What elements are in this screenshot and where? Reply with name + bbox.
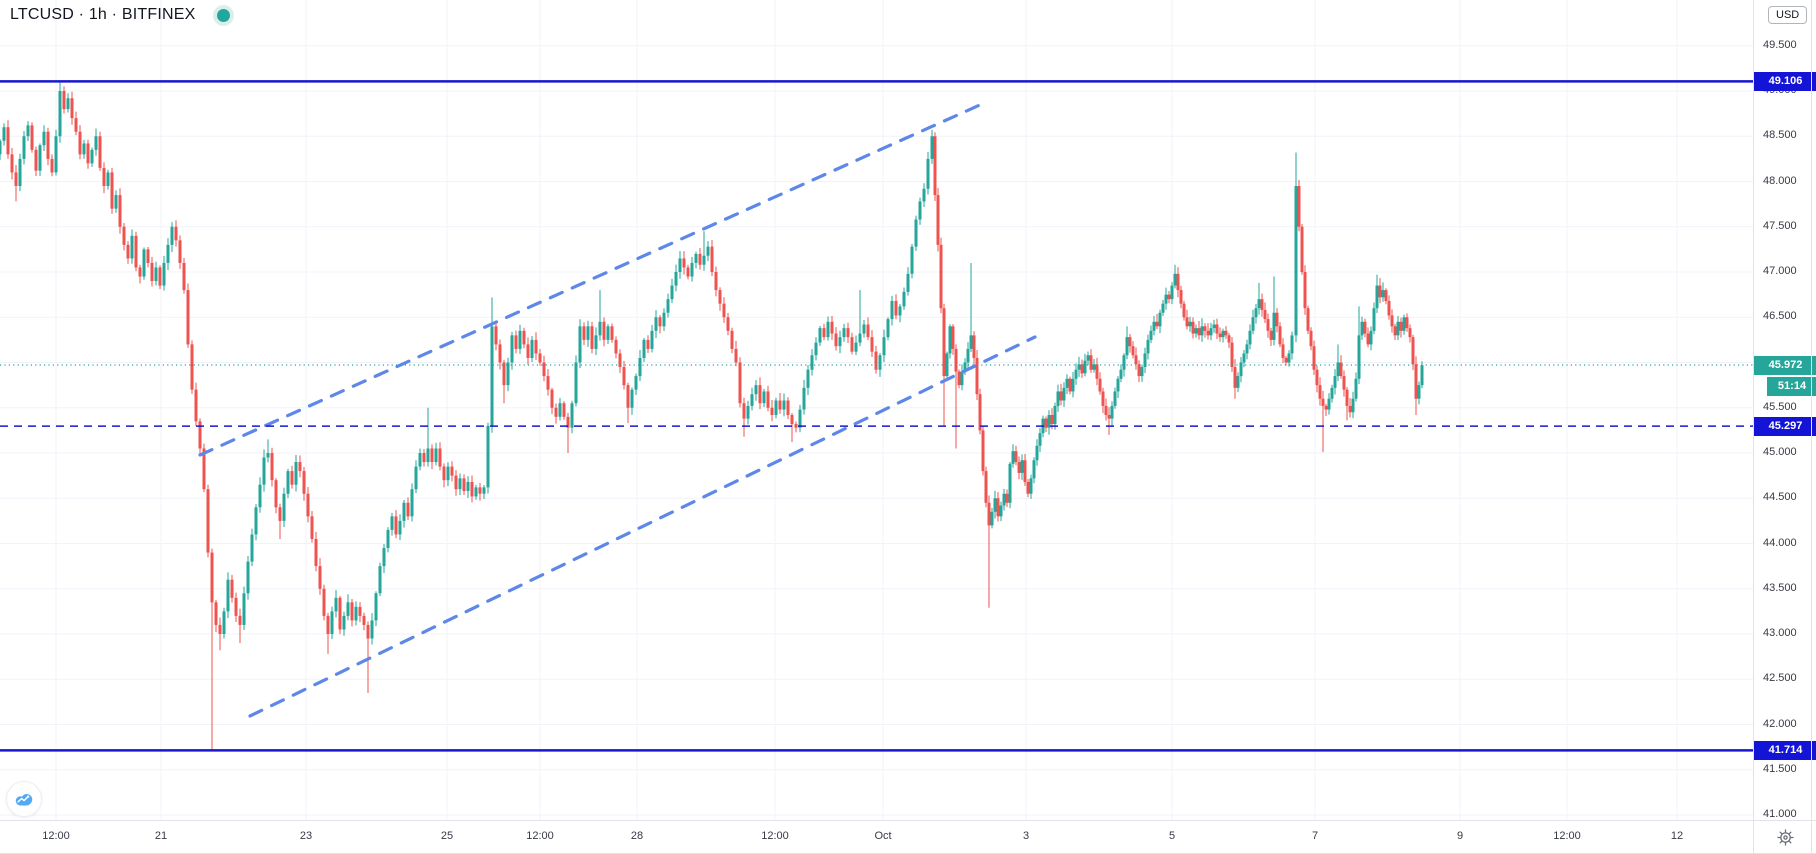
price-tag-45.972: 45.972 xyxy=(1754,355,1816,375)
axis-settings-corner xyxy=(1753,820,1816,853)
price-tick-label: 47.000 xyxy=(1763,265,1797,277)
candlestick-chart[interactable] xyxy=(0,0,1753,820)
price-tick-label: 45.000 xyxy=(1763,446,1797,458)
trendline-channel-upper[interactable] xyxy=(198,102,984,457)
price-tick-label: 47.500 xyxy=(1763,219,1797,232)
time-tick-label: 21 xyxy=(154,830,168,842)
time-tick-label: 5 xyxy=(1168,830,1176,842)
price-tag-49.106: 49.106 xyxy=(1754,71,1816,91)
gear-icon[interactable] xyxy=(1777,829,1794,846)
trendline-channel-lower[interactable] xyxy=(248,335,1037,718)
time-tick-label: 7 xyxy=(1311,830,1319,842)
symbol-title[interactable]: LTCUSD · 1h · BITFINEX xyxy=(10,6,196,23)
price-tick-label: 42.000 xyxy=(1763,717,1797,730)
price-axis[interactable]: USD 49.50049.00048.50048.00047.50047.000… xyxy=(1753,0,1816,820)
time-tick-label: 9 xyxy=(1456,830,1464,842)
time-tick-label: 12 xyxy=(1670,830,1684,842)
price-tick-label: 43.000 xyxy=(1763,627,1797,639)
currency-toggle-button[interactable]: USD xyxy=(1768,6,1808,24)
time-tick-label: 3 xyxy=(1022,830,1030,842)
bar-countdown-tag: 51:14 xyxy=(1767,377,1816,397)
time-tick-label: 12:00 xyxy=(761,830,789,842)
time-tick-label: 12:00 xyxy=(1553,830,1581,842)
price-tick-label: 44.000 xyxy=(1763,536,1797,549)
price-tick-label: 45.500 xyxy=(1763,400,1797,413)
cloud-chart-icon xyxy=(15,793,33,805)
price-tick-label: 41.500 xyxy=(1763,762,1797,775)
price-tick-label: 46.500 xyxy=(1763,310,1797,323)
price-tick-label: 42.500 xyxy=(1763,672,1797,685)
grid xyxy=(0,0,1753,820)
price-tick-label: 48.500 xyxy=(1763,129,1797,142)
time-tick-label: 28 xyxy=(630,830,644,842)
time-tick-label: 12:00 xyxy=(526,830,554,842)
time-tick-label: 23 xyxy=(299,830,313,842)
window-right-border xyxy=(1811,0,1812,853)
price-tick-label: 48.000 xyxy=(1763,174,1797,187)
time-tick-label: Oct xyxy=(874,830,892,842)
price-tick-label: 43.500 xyxy=(1763,581,1797,594)
symbol-header: LTCUSD · 1h · BITFINEX xyxy=(10,6,231,24)
time-axis[interactable]: 12:00 21 23 25 12:00 28 12:00 Oct 3 5 7 9 12:00 12 xyxy=(0,820,1753,853)
time-tick-label: 25 xyxy=(440,830,454,842)
price-tag-45.297: 45.297 xyxy=(1754,416,1816,436)
price-tick-label: 44.500 xyxy=(1763,491,1797,504)
market-status-icon[interactable] xyxy=(217,8,231,22)
chart-pane[interactable]: LTCUSD · 1h · BITFINEX xyxy=(0,0,1753,820)
time-tick-label: 12:00 xyxy=(42,830,70,842)
price-tick-label: 49.500 xyxy=(1763,38,1797,51)
price-tick-label: 41.000 xyxy=(1763,808,1797,820)
price-tag-41.714: 41.714 xyxy=(1754,740,1816,760)
chart-logo-button[interactable] xyxy=(6,781,42,817)
candles-series[interactable] xyxy=(0,81,1424,750)
